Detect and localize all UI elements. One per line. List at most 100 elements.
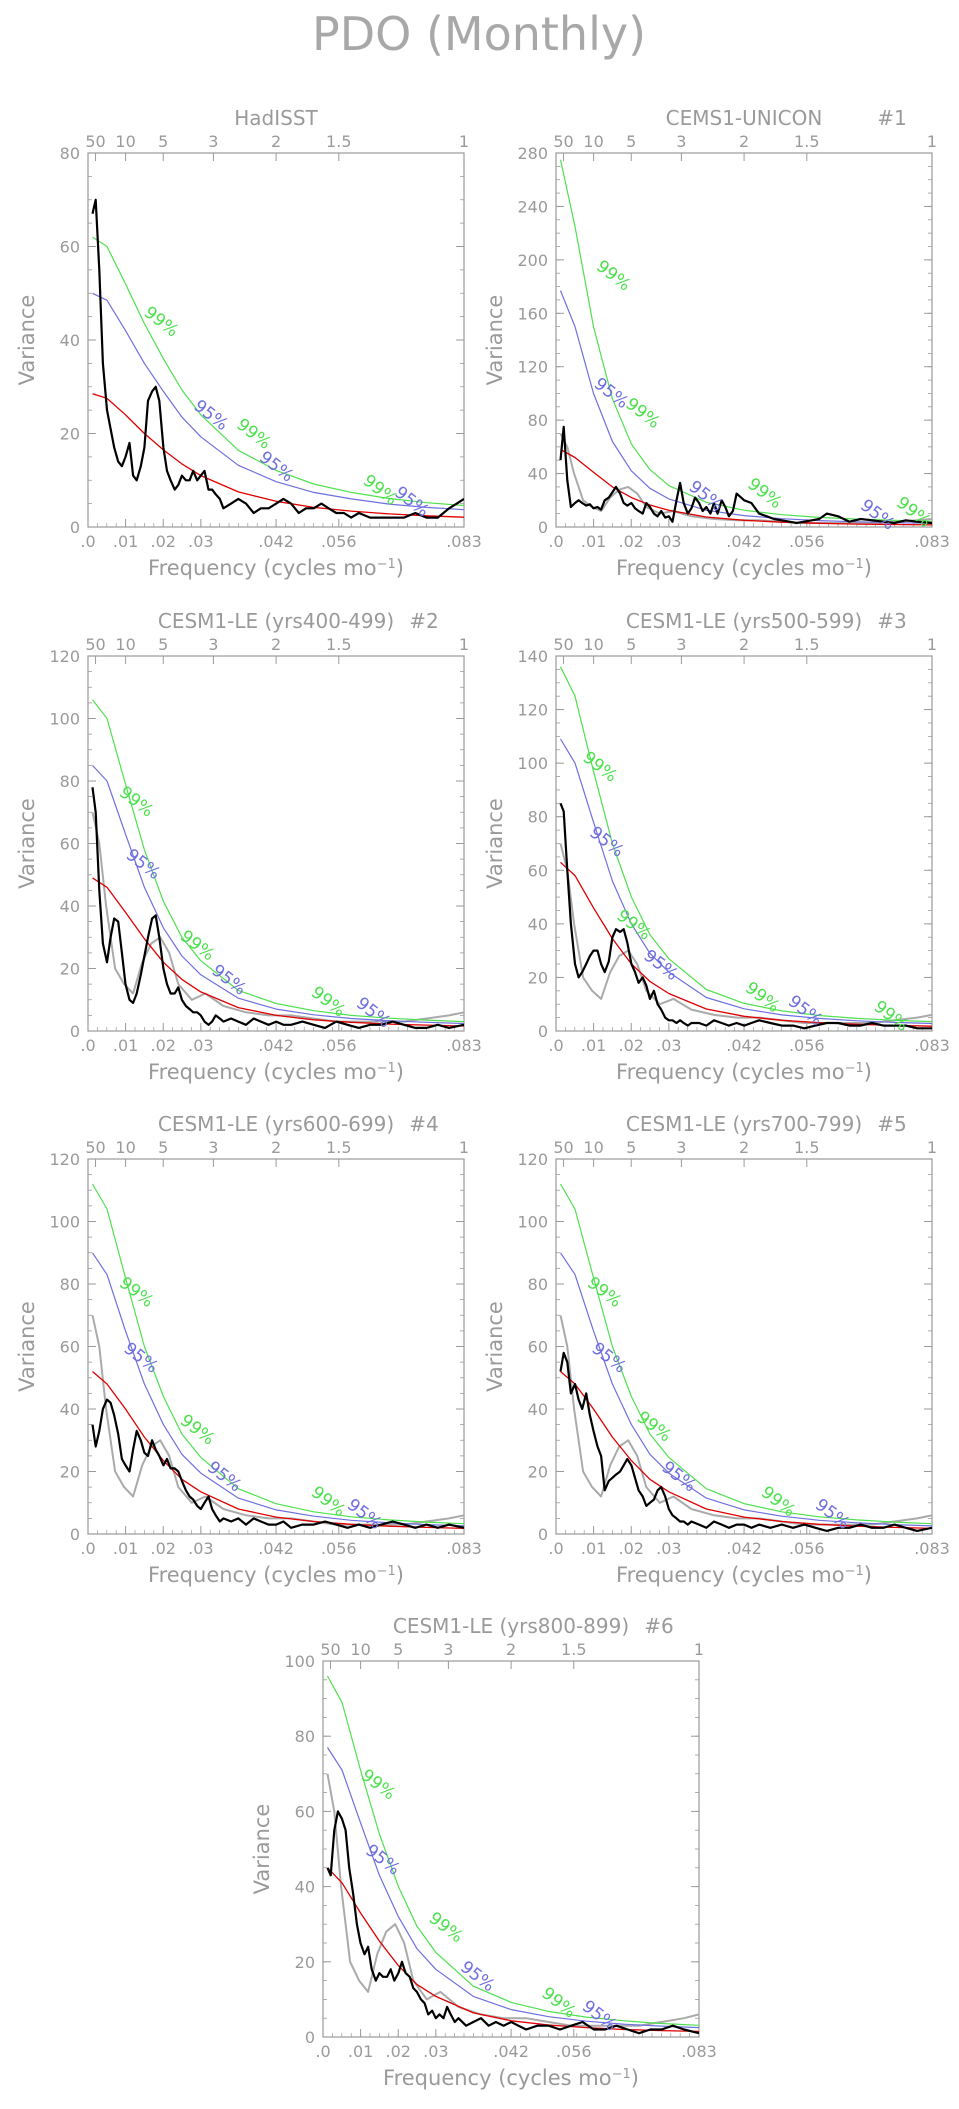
x-tick-label: .042: [726, 1539, 762, 1558]
top-tick-label: 3: [208, 132, 218, 151]
panel-title: CESM1-LE (yrs600-699): [158, 1112, 394, 1136]
panel-tag: #3: [877, 609, 906, 633]
series-ci99: [91, 1183, 464, 1525]
x-tick-label: .0: [80, 1539, 95, 1558]
x-tick-label: .056: [789, 532, 825, 551]
x-tick-label: .056: [789, 1539, 825, 1558]
y-tick-label: 40: [60, 897, 80, 916]
top-tick-label: 1: [459, 1138, 469, 1157]
figure-title: PDO (Monthly): [312, 7, 646, 61]
top-tick-label: 3: [208, 1138, 218, 1157]
top-tick-label: 10: [583, 132, 603, 151]
panel-2: CEMS1-UNICON #1 0 40 80 120 160 200 240 280 .0 .01.…: [483, 106, 950, 580]
x-tick-label: .03: [188, 532, 213, 551]
x-axis-label: Frequency (cycles mo−1): [616, 1563, 872, 1587]
confidence-label-ci99: 99%: [537, 1983, 579, 2022]
y-axis-label: Variance: [483, 295, 507, 386]
x-tick-label: .01: [113, 532, 138, 551]
y-tick-label: 160: [517, 304, 548, 323]
panel-title: CEMS1-UNICON: [666, 106, 823, 130]
series-red-noise: [560, 1371, 932, 1530]
panel-title: CESM1-LE (yrs400-499): [158, 609, 394, 633]
x-tick-label: .083: [914, 1036, 950, 1055]
y-tick-label: 120: [49, 1150, 80, 1169]
plot-frame: [555, 152, 933, 528]
x-tick-label: .056: [321, 532, 357, 551]
y-tick-label: 60: [60, 835, 80, 854]
plot-frame: [87, 655, 465, 1032]
series-reference: [91, 812, 464, 1023]
top-tick-label: 50: [85, 635, 105, 654]
y-tick-label: 60: [60, 238, 80, 257]
y-tick-label: 80: [60, 144, 80, 163]
x-tick-label: .02: [151, 532, 176, 551]
top-tick-label: 1.5: [794, 1138, 819, 1157]
top-tick-label: 2: [271, 132, 281, 151]
x-axis-label: Frequency (cycles mo−1): [148, 556, 404, 580]
confidence-label-ci95: 95%: [658, 1457, 700, 1496]
y-tick-label: 120: [517, 1150, 548, 1169]
panel-title: CESM1-LE (yrs800-899): [393, 1614, 629, 1638]
confidence-label-ci99: 99%: [115, 1273, 157, 1312]
series-observed: [91, 787, 464, 1030]
top-tick-label: 3: [208, 635, 218, 654]
series-group: [559, 1183, 932, 1533]
x-tick-label: .02: [151, 1539, 176, 1558]
series-reference: [326, 1773, 699, 2027]
confidence-label-ci95: 95%: [352, 993, 394, 1032]
confidence-label-ci99: 99%: [115, 783, 157, 822]
x-tick-label: .01: [581, 532, 606, 551]
x-axis-label: Frequency (cycles mo−1): [383, 2066, 639, 2090]
y-tick-label: 140: [517, 647, 548, 666]
top-tick-label: 50: [85, 1138, 105, 1157]
top-tick-label: 2: [506, 1640, 516, 1659]
y-axis-label: Variance: [250, 1804, 274, 1895]
y-tick-label: 60: [528, 1338, 548, 1357]
x-tick-label: .083: [446, 532, 482, 551]
x-tick-label: .01: [581, 1539, 606, 1558]
y-tick-label: 20: [60, 425, 80, 444]
series-observed: [559, 425, 932, 525]
top-tick-label: 1: [927, 132, 937, 151]
y-axis-label: Variance: [15, 1301, 39, 1392]
y-tick-label: 80: [528, 1275, 548, 1294]
confidence-label-ci99: 99%: [140, 303, 182, 342]
top-tick-label: 5: [393, 1640, 403, 1659]
x-tick-label: .083: [914, 532, 950, 551]
top-tick-label: 5: [158, 1138, 168, 1157]
top-tick-label: 1: [927, 1138, 937, 1157]
series-group: [91, 1183, 464, 1530]
y-tick-label: 40: [528, 915, 548, 934]
top-tick-label: 10: [583, 635, 603, 654]
top-tick-label: 1.5: [326, 132, 351, 151]
top-tick-label: 3: [443, 1640, 453, 1659]
x-tick-label: .056: [321, 1539, 357, 1558]
top-tick-label: 10: [115, 635, 135, 654]
confidence-label-ci95: 95%: [255, 447, 297, 486]
y-tick-label: 20: [528, 1463, 548, 1482]
confidence-label-ci95: 95%: [361, 1841, 403, 1880]
x-tick-label: .042: [258, 1539, 294, 1558]
x-tick-label: .03: [188, 1036, 213, 1055]
series-reference: [559, 843, 932, 1024]
top-tick-label: 1.5: [326, 635, 351, 654]
y-tick-label: 100: [49, 1213, 80, 1232]
confidence-label-ci95: 95%: [585, 823, 627, 862]
series-ci99: [559, 1183, 932, 1525]
x-tick-label: .056: [789, 1036, 825, 1055]
series-red-noise: [560, 861, 932, 1027]
x-tick-label: .0: [80, 532, 95, 551]
series-observed: [559, 1351, 932, 1533]
confidence-label-ci95: 95%: [856, 496, 898, 535]
x-tick-label: .056: [556, 2042, 592, 2061]
y-tick-label: 60: [295, 1802, 315, 1821]
confidence-label-ci95: 95%: [122, 845, 164, 884]
y-tick-label: 0: [538, 518, 548, 537]
confidence-label-ci95: 95%: [120, 1339, 162, 1378]
x-tick-label: .01: [113, 1539, 138, 1558]
series-ci95: [326, 1747, 699, 2029]
top-tick-label: 2: [271, 635, 281, 654]
top-tick-label: 5: [626, 1138, 636, 1157]
top-tick-label: 50: [320, 1640, 340, 1659]
x-tick-label: .042: [493, 2042, 529, 2061]
